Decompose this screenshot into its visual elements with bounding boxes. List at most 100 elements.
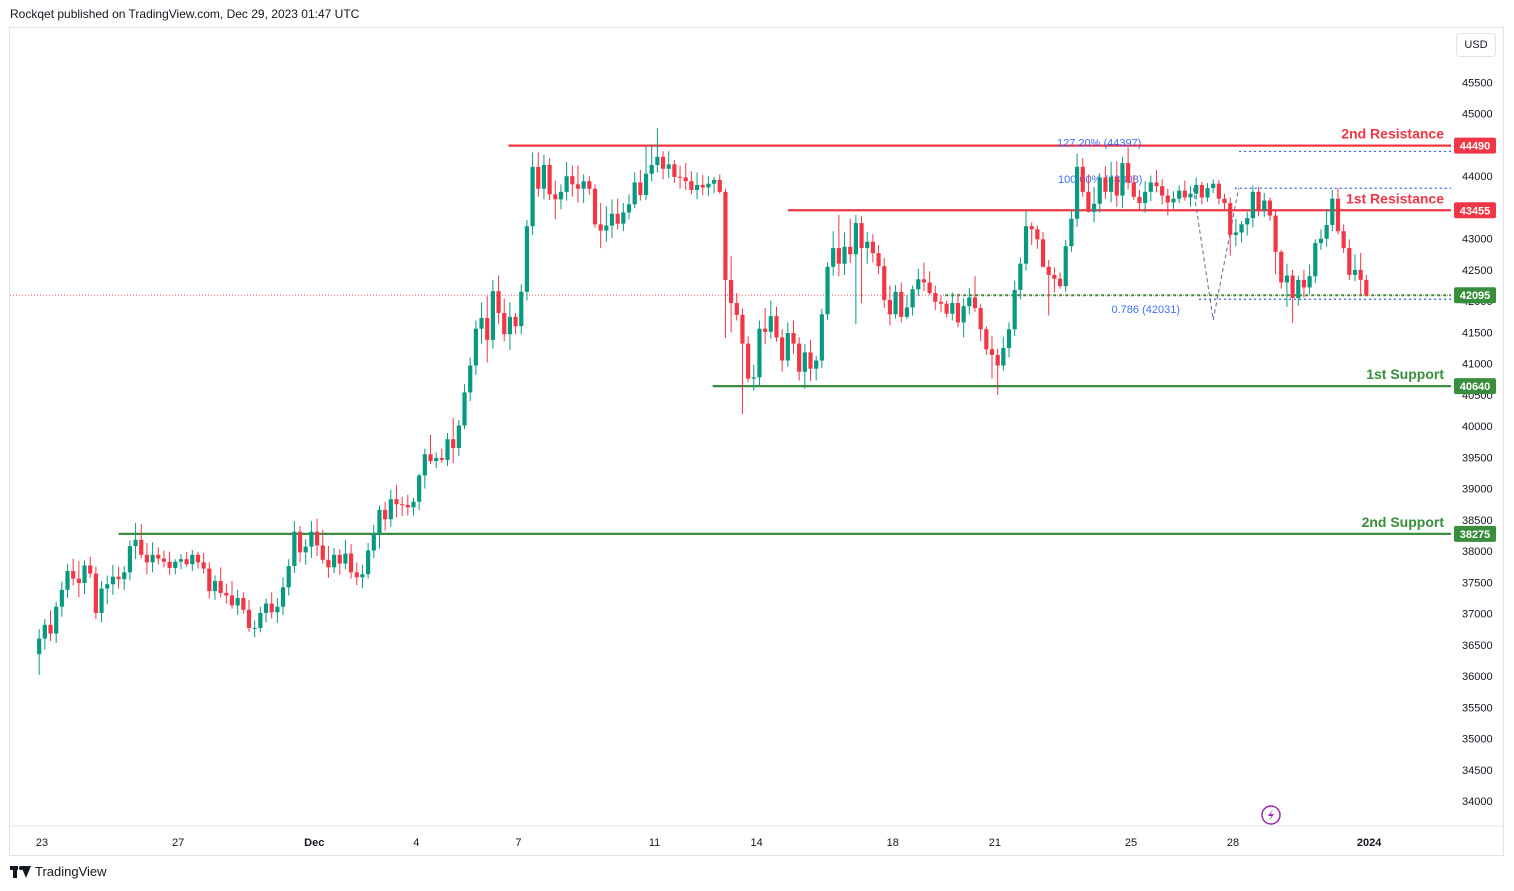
candle [1018, 257, 1023, 300]
candle-body [524, 226, 530, 292]
candle [502, 298, 507, 342]
candle-body [411, 501, 416, 508]
candle [37, 629, 42, 675]
candle [1063, 239, 1068, 292]
price-tag-label: 38275 [1460, 529, 1491, 541]
candle-body [519, 291, 524, 327]
candle-body [961, 306, 966, 323]
candle-body [71, 571, 76, 579]
currency-selector[interactable]: USD [1456, 33, 1496, 57]
candle-body [564, 176, 569, 192]
candle [1301, 269, 1307, 298]
candle-body [972, 297, 978, 309]
chart-frame [9, 27, 1504, 856]
candle-body [541, 164, 547, 189]
candle-body [1182, 190, 1187, 198]
candle-body [1358, 269, 1363, 280]
candle [422, 448, 427, 489]
y-tick-label: 43000 [1462, 234, 1493, 246]
candle-body [297, 531, 303, 553]
candle [944, 300, 949, 318]
candle-body [235, 597, 240, 606]
tradingview-logo[interactable]: TradingView [10, 864, 107, 879]
candle-body [1001, 348, 1006, 366]
candle-body [286, 566, 291, 588]
candle [1364, 274, 1369, 296]
candle-body [451, 439, 456, 448]
candle [366, 542, 371, 579]
candle [411, 497, 416, 516]
candle [972, 276, 978, 312]
candle [797, 337, 802, 381]
candle [961, 298, 966, 338]
lightning-icon[interactable] [1261, 805, 1281, 825]
candle-body [473, 328, 478, 366]
candle-body [967, 297, 972, 307]
candle-body [1233, 232, 1238, 235]
candle [921, 262, 927, 292]
candle [88, 556, 93, 578]
candle [1330, 189, 1335, 232]
candle-body [337, 554, 342, 564]
candle [439, 448, 444, 463]
candle-body [836, 248, 841, 264]
candle [853, 214, 858, 325]
candle [955, 293, 961, 328]
candle-body [1250, 191, 1255, 219]
candle [1352, 254, 1358, 282]
candle [1233, 218, 1238, 247]
candle-body [581, 181, 586, 189]
x-tick-label: 25 [1125, 837, 1137, 849]
candle [751, 364, 756, 391]
candle-body [1154, 182, 1159, 187]
candle [1194, 177, 1199, 200]
candle-body [65, 571, 70, 590]
candle [371, 524, 376, 558]
candle-body [1324, 224, 1329, 239]
candle [1046, 259, 1051, 316]
candle [1313, 239, 1318, 284]
candle-body [1194, 184, 1199, 194]
candle [286, 559, 291, 596]
candle [1245, 211, 1250, 236]
candle [1347, 239, 1352, 280]
x-tick-label: 23 [36, 837, 48, 849]
candle-body [808, 352, 813, 369]
candle-body [1284, 275, 1290, 283]
candle [1296, 275, 1301, 306]
candle-body [1245, 218, 1250, 225]
candle [887, 285, 893, 326]
candle-body [1290, 275, 1295, 299]
candle [553, 180, 558, 220]
candle [99, 581, 104, 623]
level-lines [10, 144, 1451, 536]
candle-body [275, 606, 280, 613]
candle-body [428, 454, 433, 462]
y-tick-label: 37500 [1462, 577, 1493, 589]
candle-body [303, 546, 308, 553]
candle [105, 575, 110, 605]
candle-body [649, 164, 654, 174]
candle [1131, 174, 1136, 200]
candle-body [768, 316, 773, 332]
candle [916, 268, 921, 297]
candle [400, 496, 405, 517]
candle-body [865, 241, 870, 249]
candle-body [195, 554, 201, 563]
y-tick-label: 36500 [1462, 640, 1493, 652]
candle [473, 320, 478, 375]
candle [42, 619, 47, 650]
candle-body [933, 293, 938, 302]
candle-body [144, 554, 150, 563]
candle [445, 433, 450, 467]
candle [1216, 179, 1221, 205]
candle-body [252, 627, 257, 629]
candle-body [1341, 231, 1346, 249]
candle [133, 522, 138, 560]
y-tick-label: 39500 [1462, 452, 1493, 464]
candle [485, 296, 490, 363]
candle [1160, 179, 1165, 205]
candle-body [780, 337, 785, 361]
candle-body [746, 343, 751, 379]
